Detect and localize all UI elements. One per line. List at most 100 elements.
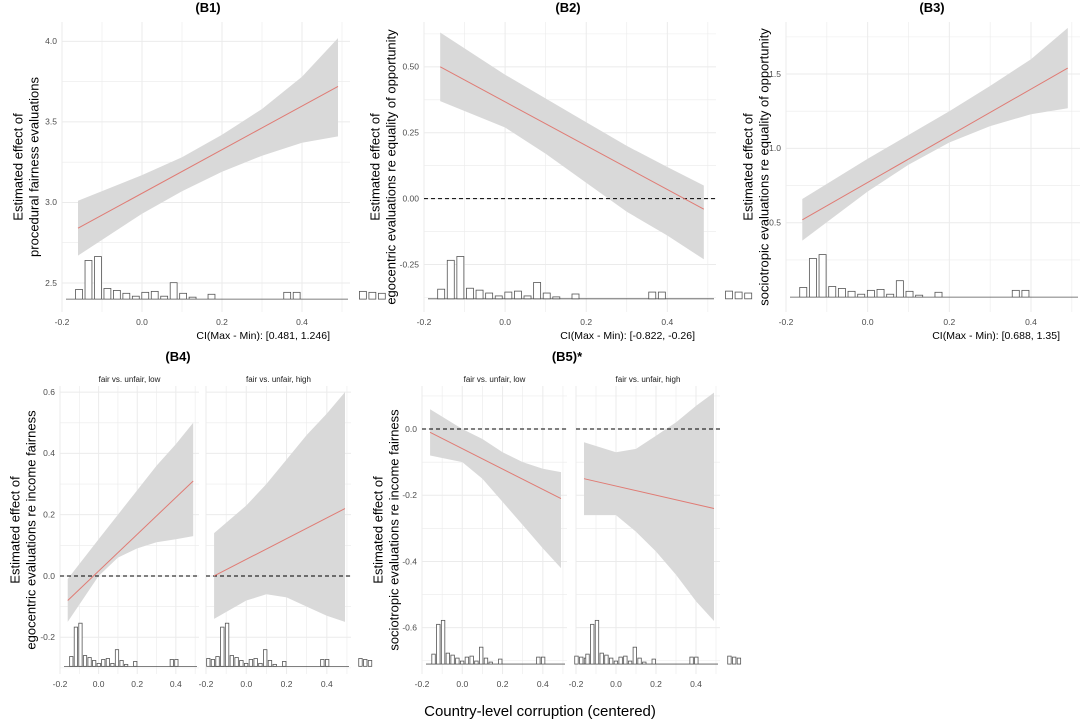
b4-facet-2-histogram-bar xyxy=(363,659,368,667)
b4-facet-2-histogram-bar xyxy=(282,661,287,667)
b2-title: (B2) xyxy=(555,0,580,15)
b3-histogram-bar xyxy=(905,290,914,298)
b4-facet-1-histogram-bar xyxy=(110,662,115,667)
b2-y-axis-label: Estimated effect of xyxy=(368,113,383,221)
b4-facet-1-histogram-bar xyxy=(96,662,101,667)
b5-facet-2-histogram-bar xyxy=(613,660,619,665)
b4-facet-2-histogram-bar xyxy=(263,649,268,667)
b1-histogram-bar xyxy=(150,290,159,300)
b2-histogram-bar xyxy=(466,287,474,300)
b2-x-tick-label: 0.4 xyxy=(661,317,673,327)
b5-facet-1-histogram-bar xyxy=(431,653,436,665)
b1-title: (B1) xyxy=(195,0,220,15)
b3-histogram-bar xyxy=(895,280,904,298)
b5-y-tick-label: -0.4 xyxy=(402,556,417,566)
b5-facet-1-histogram-bar xyxy=(445,652,450,665)
b4-facet-2-histogram-bar xyxy=(253,658,258,667)
b4-facet-2-histogram-bar xyxy=(267,660,273,667)
b3-histogram-bar xyxy=(808,258,817,298)
b4-facet-2-x-tick-label: 0.2 xyxy=(281,679,293,689)
b1-histogram-bar xyxy=(160,295,169,300)
b5-facet-1-histogram-bar xyxy=(540,656,546,665)
b2-histogram-bar xyxy=(657,291,666,300)
b2-histogram-bar xyxy=(485,292,494,300)
b5-facet-1-histogram-bar xyxy=(469,655,474,665)
b3-title: (B3) xyxy=(919,0,944,15)
b2-x-tick-label: -0.2 xyxy=(417,317,432,327)
b5-facet-2-histogram-bar xyxy=(732,656,737,665)
b3-histogram-bar xyxy=(857,293,866,298)
b4-facet-2-x-tick-label: 0.0 xyxy=(240,679,252,689)
b2-histogram-bar xyxy=(533,282,542,300)
b1-histogram-bar xyxy=(122,292,131,300)
b5-y-axis-label: Estimated effect of xyxy=(371,476,386,584)
b3-y-tick-label: 1.5 xyxy=(769,69,781,79)
b5-facet-1-histogram-bar xyxy=(483,657,489,665)
b4-facet-1-histogram-bar xyxy=(73,626,78,667)
b5-facet-1-x-tick-label: 0.0 xyxy=(456,679,468,689)
b4-facet-1-histogram-bar xyxy=(82,655,88,667)
b4-facet-1-histogram-bar xyxy=(206,658,211,667)
b2-y-axis-label: egocentric evaluations re equality of op… xyxy=(384,29,399,305)
b5-facet-1-histogram-bar xyxy=(455,657,460,665)
text-layer: (B1)Estimated effect of procedural fairne… xyxy=(8,0,1061,689)
b4-facet-1-histogram-bar xyxy=(78,622,83,667)
b5-facet-2-histogram-bar xyxy=(689,656,694,665)
b4-facet-2-histogram-bar xyxy=(229,655,234,667)
b1-y-tick-label: 4.0 xyxy=(45,36,57,46)
b1-y-axis-label: Estimated effect of xyxy=(11,113,26,221)
b2-effect-line xyxy=(439,66,705,210)
b5-facet-2-histogram-bar xyxy=(623,655,628,665)
b1-x-tick-label: -0.2 xyxy=(55,317,70,327)
b1-histogram-bar xyxy=(377,292,386,300)
b1-histogram-bar xyxy=(94,256,102,300)
b1-confidence-band xyxy=(78,38,338,256)
b3-histogram-bar xyxy=(799,287,808,298)
b3-effect-line xyxy=(802,67,1068,221)
b5-facet-2-histogram-bar xyxy=(642,661,647,665)
b2-y-tick-label: 0.50 xyxy=(402,62,419,72)
b5-y-axis-label: sociotropic evaluations re income fairne… xyxy=(387,409,402,651)
b5-facet-2-histogram-bar xyxy=(632,646,637,665)
b4-facet-2-strip-label: fair vs. unfair, high xyxy=(246,375,311,384)
b3-y-axis-label: Estimated effect of xyxy=(741,113,756,221)
b4-facet-2-histogram-bar xyxy=(248,659,254,667)
b4-facet-2-histogram-bar xyxy=(224,622,230,667)
b5-facet-1-x-tick-label: -0.2 xyxy=(415,679,430,689)
b4-facet-1-histogram-bar xyxy=(101,659,106,667)
b2-x-tick-label: 0.2 xyxy=(580,317,592,327)
b3-histogram-bar xyxy=(837,288,846,298)
b2-histogram-bar xyxy=(504,291,513,300)
b1-x-tick-label: 0.2 xyxy=(216,317,228,327)
b4-facet-1-histogram-bar xyxy=(105,658,110,667)
b5-facet-1-histogram-bar xyxy=(474,660,479,665)
b5-facet-2-x-tick-label: 0.2 xyxy=(650,679,662,689)
b4-facet-1-effect-line xyxy=(67,480,194,601)
b2-ci-text: CI(Max - Min): [-0.822, -0.26] xyxy=(560,330,695,342)
b1-effect-line xyxy=(77,86,339,229)
b5-facet-2-histogram-bar xyxy=(599,652,604,665)
b4-y-tick-label: 0.4 xyxy=(43,448,55,458)
b2-x-tick-label: 0.0 xyxy=(499,317,511,327)
b4-facet-2-histogram-bar xyxy=(239,660,244,667)
b5-facet-2-x-tick-label: 0.0 xyxy=(610,679,622,689)
b4-y-tick-label: -0.2 xyxy=(40,632,55,642)
b3-histogram-bar xyxy=(818,254,827,298)
b5-facet-2-histogram-bar xyxy=(604,654,609,665)
b3-x-tick-label: 0.2 xyxy=(943,317,955,327)
b4-y-axis-label: egocentric evaluations re income fairnes… xyxy=(24,410,39,650)
b4-facet-2-histogram-bar xyxy=(243,662,249,667)
b5-facet-1-histogram-bar xyxy=(536,656,541,665)
b2-histogram-bar xyxy=(437,288,446,300)
b4-facet-1-histogram-bar xyxy=(174,659,179,667)
b1-histogram-bar xyxy=(169,282,178,300)
b5-facet-1-histogram-bar xyxy=(464,656,470,665)
b1-histogram-bar xyxy=(131,295,140,300)
b5-facet-2-histogram-bar xyxy=(637,657,642,665)
b3-histogram-bar xyxy=(866,289,875,298)
b3-histogram-bar xyxy=(1011,289,1020,298)
b1-histogram-bar xyxy=(292,291,301,300)
b5-facet-1-strip-label: fair vs. unfair, low xyxy=(464,375,526,384)
b2-histogram-bar xyxy=(552,296,561,300)
b1-ci-text: CI(Max - Min): [0.481, 1.246] xyxy=(196,330,330,342)
